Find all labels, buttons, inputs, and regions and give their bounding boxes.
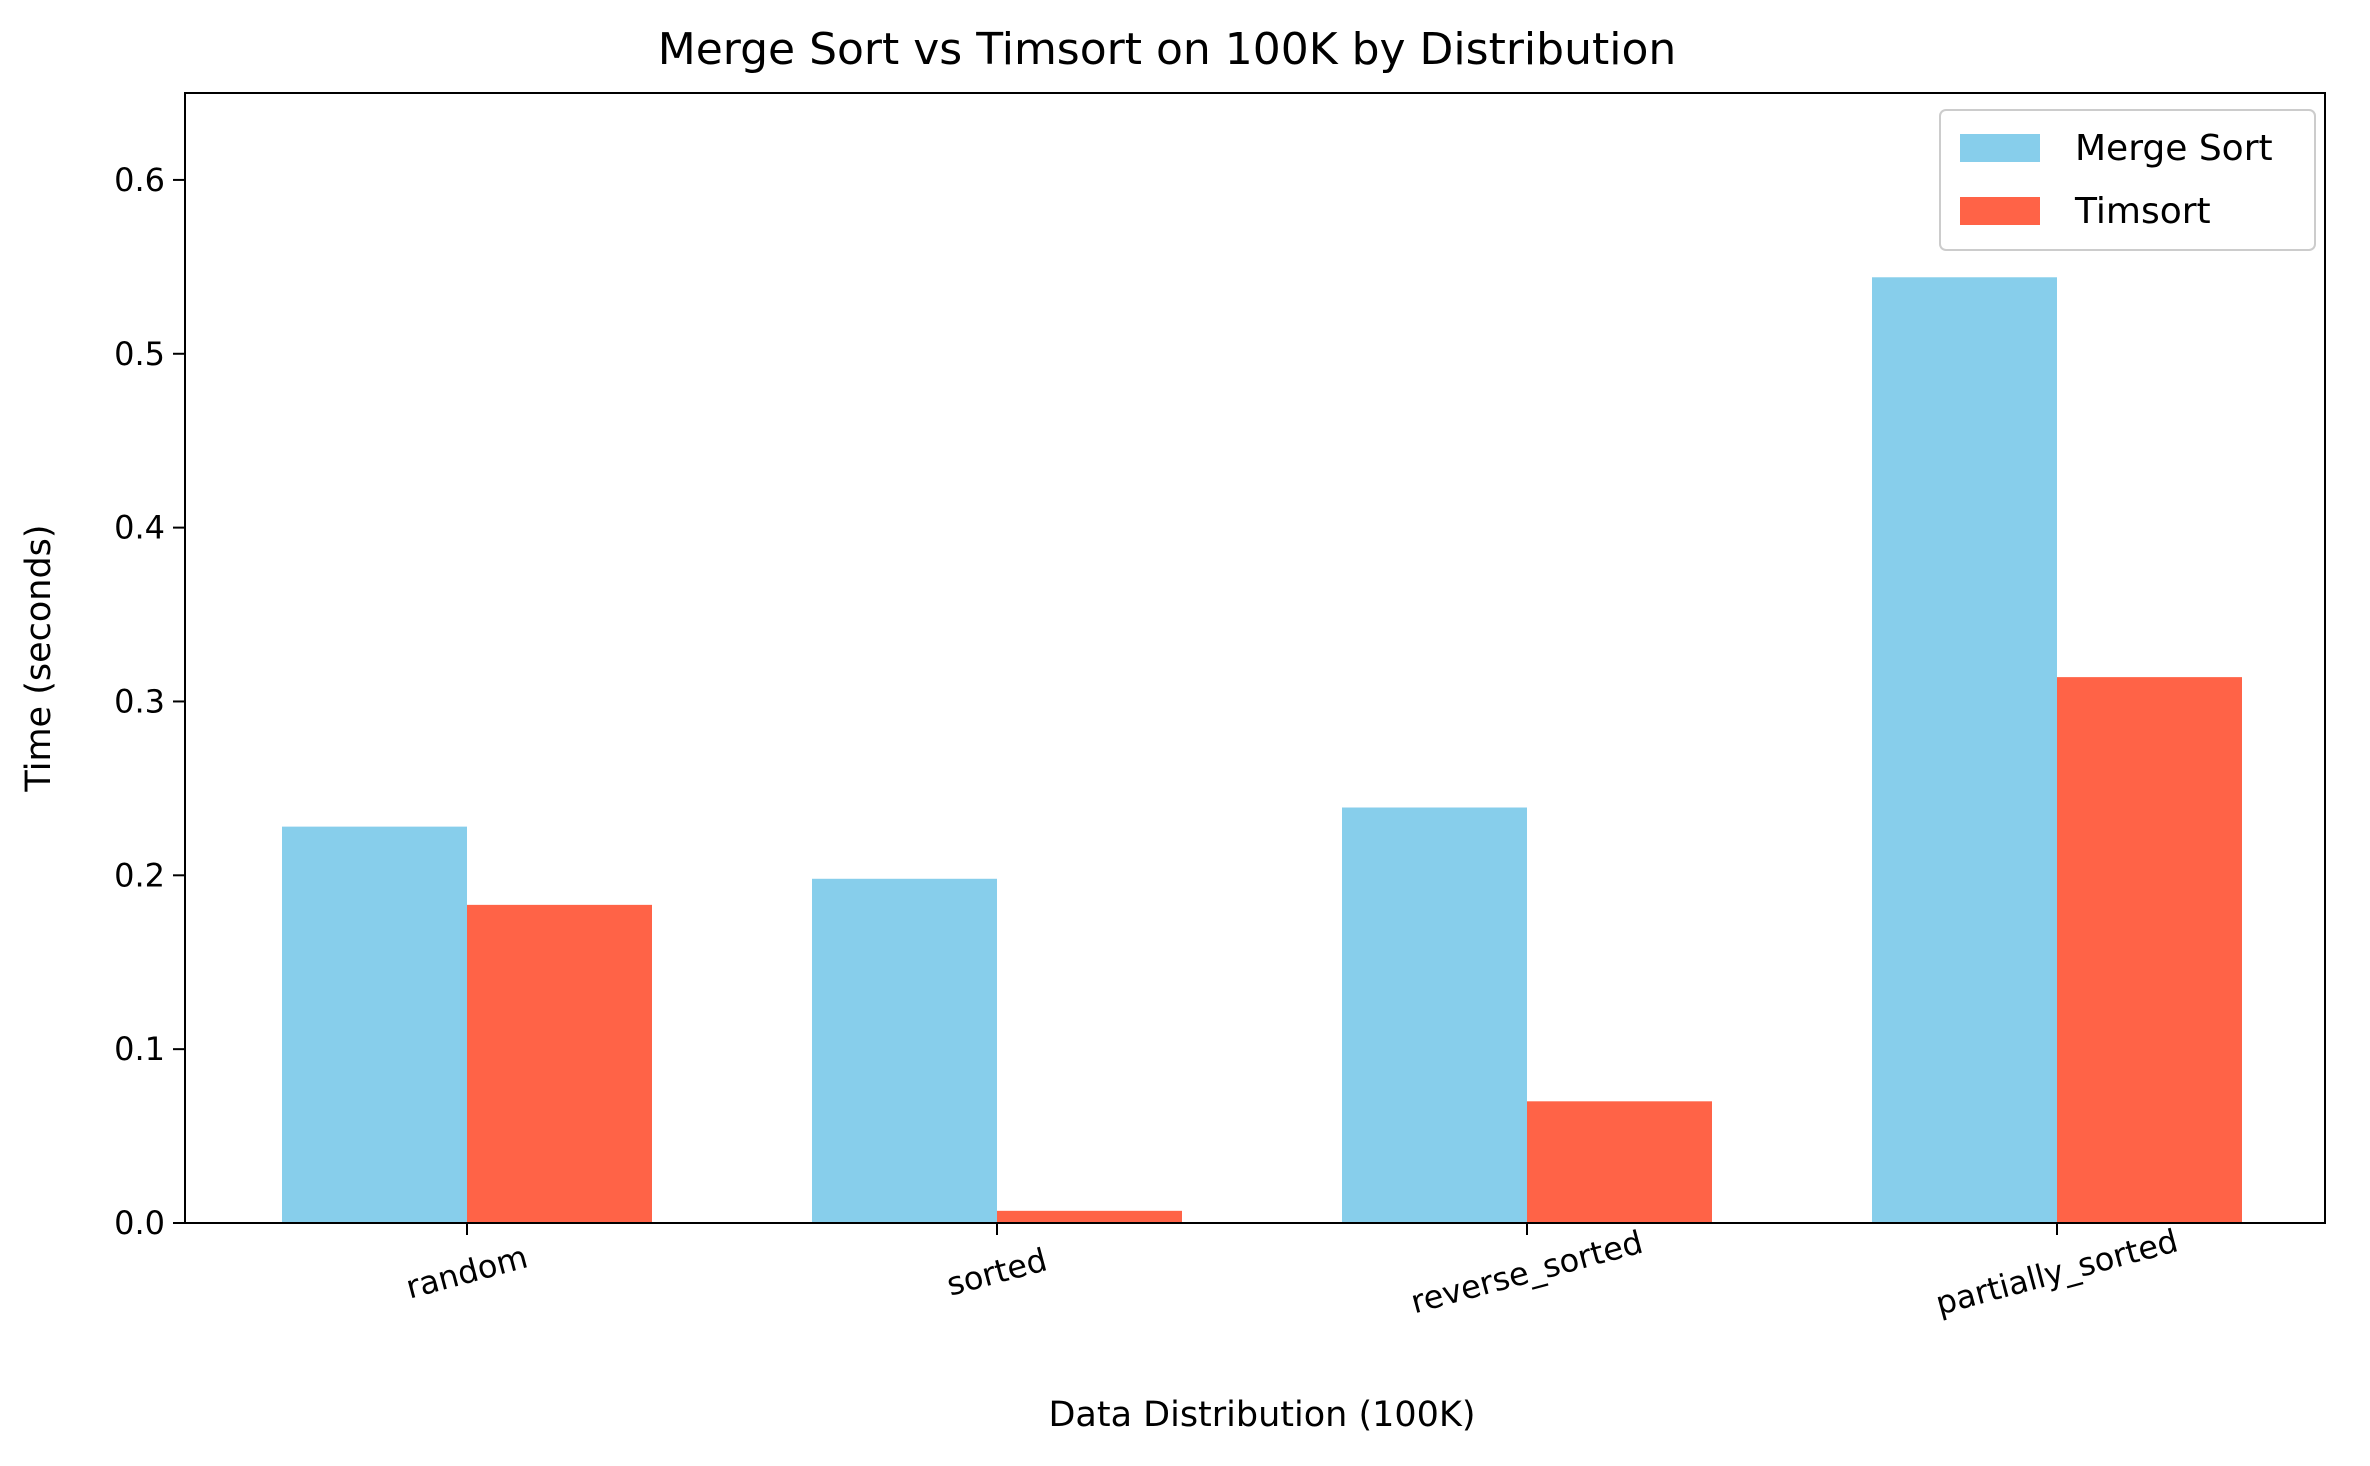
y-tick-label: 0.6	[114, 161, 165, 199]
x-axis: random sorted reverse_sorted partially_sort…	[402, 1221, 2182, 1322]
y-tick-label: 0.5	[114, 335, 165, 373]
x-axis-label: Data Distribution (100K)	[1048, 1395, 1475, 1435]
bar-timsort-partially-sorted	[2057, 677, 2242, 1223]
legend-label: Merge Sort	[2075, 128, 2273, 169]
bar-merge-sort-reverse-sorted	[1342, 807, 1527, 1223]
bar-merge-sort-random	[282, 826, 467, 1223]
y-tick-label: 0.0	[114, 1204, 165, 1242]
bars	[282, 277, 2242, 1223]
bar-timsort-reverse-sorted	[1527, 1101, 1712, 1223]
y-axis: 0.0 0.1 0.2 0.3 0.4 0.5 0.6	[114, 161, 185, 1242]
legend-label: Timsort	[2074, 191, 2211, 232]
legend-swatch	[1960, 134, 2040, 162]
y-tick-label: 0.1	[114, 1030, 165, 1068]
y-tick-label: 0.2	[114, 856, 165, 894]
y-axis-label: Time (seconds)	[19, 524, 59, 792]
y-tick-label: 0.3	[114, 682, 165, 720]
bar-timsort-random	[467, 904, 652, 1223]
y-tick-label: 0.4	[114, 509, 165, 547]
x-tick-label: random	[402, 1238, 532, 1307]
bar-merge-sort-partially-sorted	[1872, 277, 2057, 1223]
legend: Merge Sort Timsort	[1939, 109, 2316, 251]
x-tick-label: partially_sorted	[1932, 1221, 2182, 1322]
chart-title: Merge Sort vs Timsort on 100K by Distrib…	[658, 24, 1677, 75]
x-tick-label: reverse_sorted	[1407, 1223, 1647, 1321]
plot-area: 0.0 0.1 0.2 0.3 0.4 0.5 0.6 random sorted revers…	[114, 92, 2326, 1323]
bar-merge-sort-sorted	[812, 878, 997, 1223]
plot-frame	[184, 92, 2326, 1224]
x-tick-label: sorted	[943, 1240, 1051, 1303]
bar-timsort-sorted	[997, 1210, 1182, 1223]
legend-swatch	[1960, 197, 2040, 225]
